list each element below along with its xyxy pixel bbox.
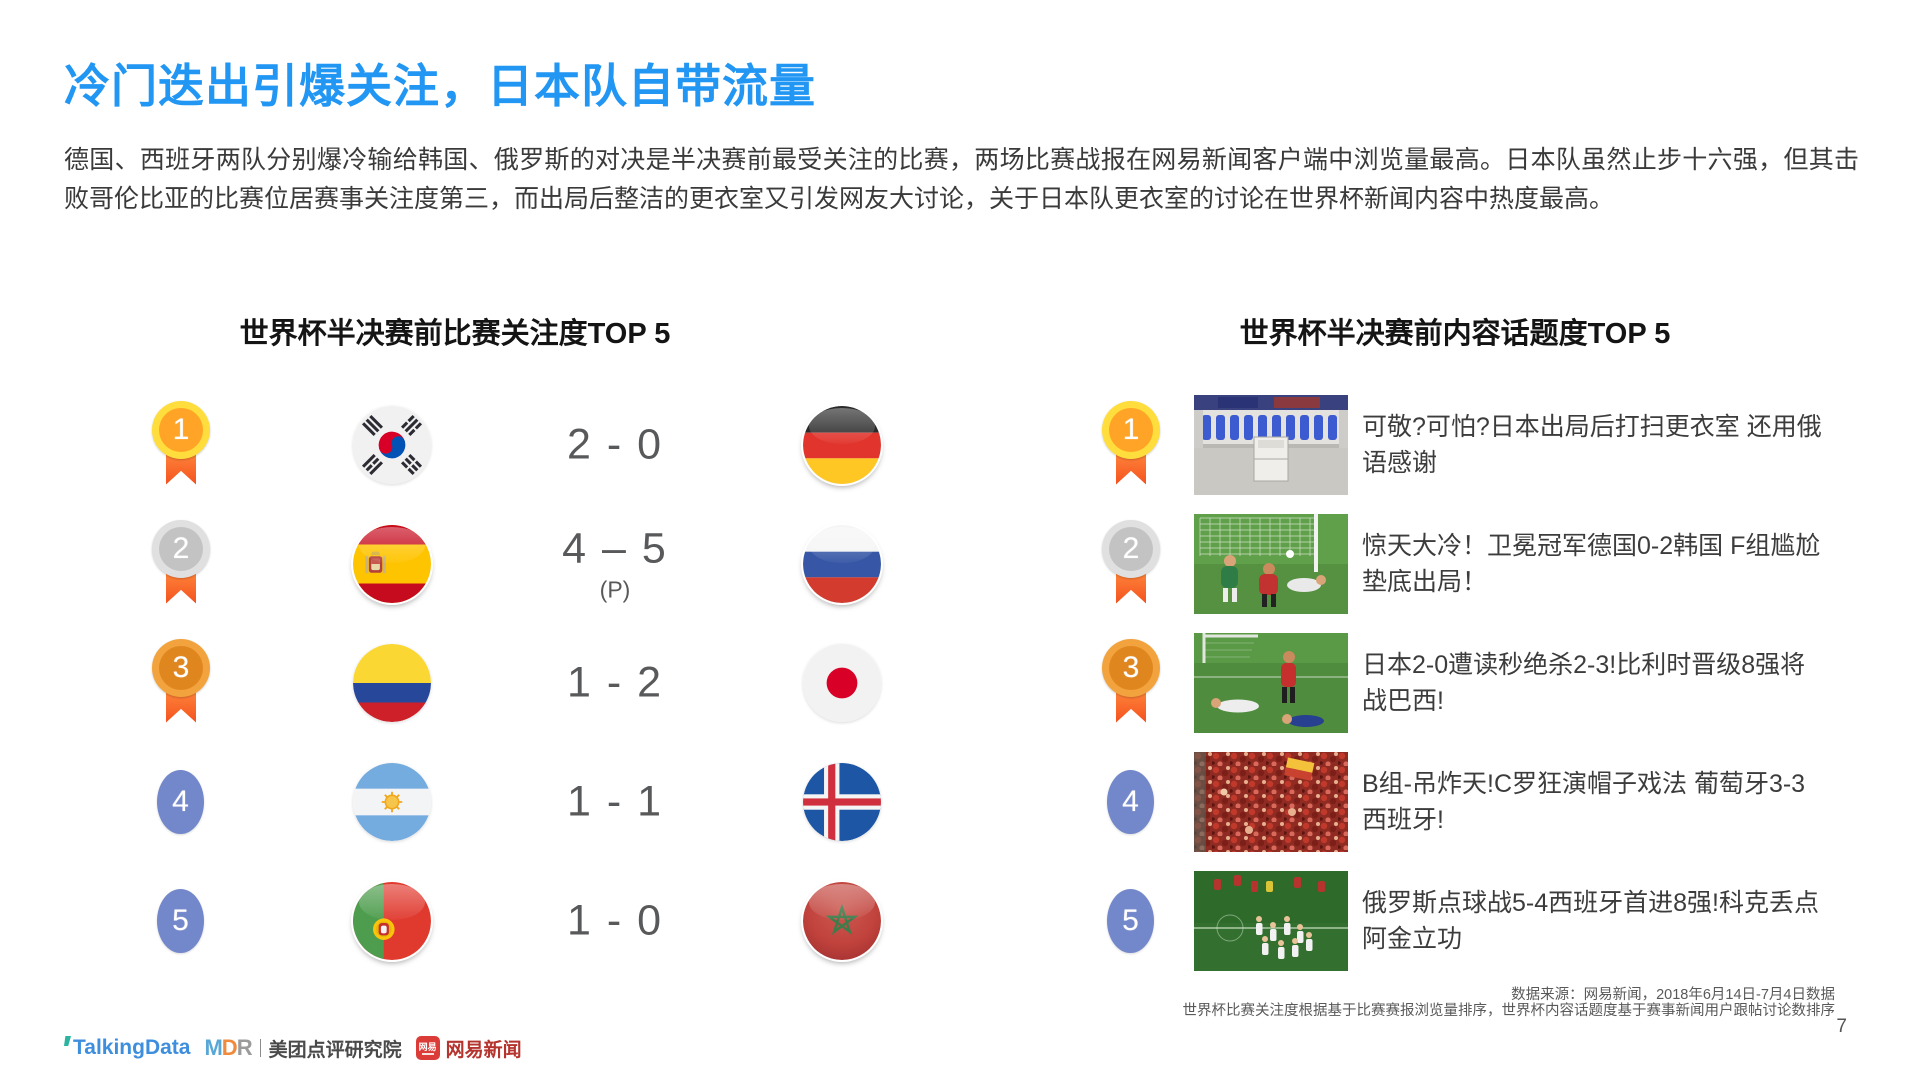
match-score: 1 - 0: [566, 896, 664, 944]
rank-number: 5: [1122, 903, 1139, 937]
match-score: 4 – 5: [562, 524, 668, 572]
rank-number: 3: [172, 650, 190, 684]
iceland-flag-icon: [803, 762, 881, 841]
rank-2-medal-icon: 2: [152, 519, 210, 608]
match-row-1: 1 2 - 0: [0, 385, 1921, 504]
news-row-4: 4 B组-吊炸天!C罗狂演帽子戏法 葡萄牙3-3西班牙!: [0, 742, 1921, 861]
rank-5-badge: 5: [1107, 888, 1154, 953]
topic-ranking-list: 1 可敬?可怕?日本出局后打扫更衣室 还用俄语感谢 2 惊天大冷！卫冕冠军德国0-2韩…: [0, 385, 1921, 985]
rank-2-medal-icon: 2: [1102, 519, 1160, 608]
germany-korea-goal-photo: [1194, 513, 1348, 614]
rank-5-badge: 5: [157, 888, 204, 953]
netease-news-logo: 网易 网易新闻: [415, 1035, 522, 1062]
netease-app-icon: 网易: [415, 1036, 440, 1060]
match-row-5: 5 1 - 0: [0, 861, 1921, 980]
rank-1-medal-icon: 1: [1102, 400, 1160, 489]
news-row-5: 5 俄罗斯点球战5-4西班牙首进8强!科克丢点阿金立功: [0, 861, 1921, 980]
news-headline: B组-吊炸天!C罗狂演帽子戏法 葡萄牙3-3西班牙!: [1362, 769, 1806, 834]
rank-4-badge: 4: [157, 769, 204, 834]
rank-number: 2: [172, 531, 190, 565]
news-headline: 惊天大冷！卫冕冠军德国0-2韩国 F组尴尬垫底出局！: [1362, 531, 1821, 596]
portugal-flag-icon: [353, 881, 431, 960]
rank-1-medal-icon: 1: [152, 400, 210, 489]
japan-belgium-pitch-photo: [1194, 632, 1348, 733]
rank-4-badge: 4: [1107, 769, 1154, 834]
data-source-line1: 数据来源：网易新闻，2018年6月14日-7月4日数据: [1511, 987, 1835, 1003]
match-score: 1 - 2: [566, 658, 664, 706]
news-headline: 日本2-0遭读秒绝杀2-3!比利时晋级8强将战巴西!: [1362, 650, 1806, 715]
meituan-dianping-logo: MDR 美团点评研究院: [204, 1035, 401, 1062]
rank-number: 3: [1122, 650, 1140, 684]
mdr-icon: MDR: [204, 1035, 252, 1060]
match-score: 2 - 0: [566, 420, 664, 468]
footer-logos: TalkingData MDR 美团点评研究院 网易 网易新闻: [64, 1034, 522, 1062]
page-number: 7: [1836, 1016, 1847, 1037]
news-row-2: 2 惊天大冷！卫冕冠军德国0-2韩国 F组尴尬垫底出局！: [0, 504, 1921, 623]
rank-number: 4: [1122, 784, 1139, 818]
news-row-1: 1 可敬?可怕?日本出局后打扫更衣室 还用俄语感谢: [0, 385, 1921, 504]
intro-paragraph: 德国、西班牙两队分别爆冷输给韩国、俄罗斯的对决是半决赛前最受关注的比赛，两场比赛…: [64, 146, 1859, 213]
talkingdata-wordmark: TalkingData: [73, 1036, 191, 1059]
match-row-2: 2 4 – 5 (P): [0, 504, 1921, 623]
data-source-note: 数据来源：网易新闻，2018年6月14日-7月4日数据 世界杯比赛关注度根据基于…: [735, 987, 1836, 1019]
japan-flag-icon: [803, 643, 881, 722]
rank-number: 2: [1122, 531, 1140, 565]
portugal-spain-crowd-photo: [1194, 751, 1348, 852]
japan-locker-room-photo: [1194, 394, 1348, 495]
logo-divider: [259, 1039, 261, 1057]
news-row-3: 3 日本2-0遭读秒绝杀2-3!比利时晋级8强将战巴西!: [0, 623, 1921, 742]
match-row-3: 3 1 - 2: [0, 623, 1921, 742]
penalty-shootout-note: (P): [599, 576, 631, 602]
match-row-4: 4 1 - 1: [0, 742, 1921, 861]
russia-flag-icon: [803, 524, 881, 603]
russia-spain-celebration-photo: [1194, 870, 1348, 971]
netease-wordmark: 网易新闻: [445, 1039, 522, 1061]
rank-3-medal-icon: 3: [152, 638, 210, 727]
data-source-line2: 世界杯比赛关注度根据基于比赛赛报浏览量排序，世界杯内容话题度基于赛事新闻用户跟帖…: [1182, 1002, 1836, 1019]
rank-3-medal-icon: 3: [1102, 638, 1160, 727]
left-panel-header: 世界杯半决赛前比赛关注度TOP 5: [239, 318, 671, 350]
talkingdata-logo: TalkingData: [64, 1036, 190, 1060]
talkingdata-tick-icon: [64, 1036, 71, 1046]
match-ranking-list: 1 2 - 0 2 4 – 5 (P) 3 1 - 2 4 1 - 1 5 1 - 0: [0, 385, 1921, 985]
right-panel-header: 世界杯半决赛前内容话题度TOP 5: [1239, 318, 1671, 350]
news-headline: 俄罗斯点球战5-4西班牙首进8强!科克丢点阿金立功: [1362, 888, 1819, 953]
page-title: 冷门迭出引爆关注，日本队自带流量: [64, 60, 816, 112]
meituan-wordmark: 美团点评研究院: [268, 1039, 402, 1061]
south-korea-flag-icon: [353, 405, 431, 484]
rank-number: 1: [1122, 412, 1140, 446]
rank-number: 5: [172, 903, 189, 937]
match-score: 1 - 1: [566, 777, 664, 825]
rank-number: 4: [172, 784, 189, 818]
morocco-flag-icon: [803, 881, 881, 960]
news-headline: 可敬?可怕?日本出局后打扫更衣室 还用俄语感谢: [1362, 412, 1822, 477]
rank-number: 1: [172, 412, 190, 446]
